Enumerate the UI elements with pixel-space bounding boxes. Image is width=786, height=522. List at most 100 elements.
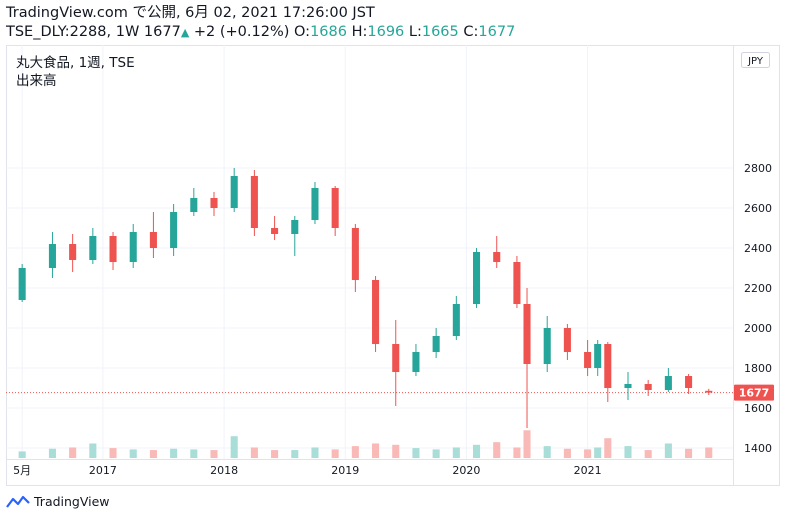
candle-body bbox=[604, 344, 612, 388]
low-label: L: bbox=[408, 24, 422, 40]
volume-bar bbox=[331, 449, 339, 458]
footer-brand[interactable]: TradingView bbox=[34, 494, 110, 509]
footer: TradingView bbox=[6, 494, 110, 509]
volume-bar bbox=[109, 448, 117, 458]
price-axis[interactable]: 1400 1600 1800 2000 2200 2400 2600 2800 bbox=[744, 162, 772, 455]
volume-bar bbox=[664, 443, 672, 458]
candle-body bbox=[372, 280, 380, 344]
x-tick-label: 2019 bbox=[331, 464, 359, 477]
y-tick-label: 2400 bbox=[744, 242, 772, 255]
volume-bar bbox=[271, 450, 279, 458]
volume-bar bbox=[432, 449, 440, 458]
close-label: C: bbox=[463, 24, 479, 40]
volume-bar bbox=[705, 447, 713, 458]
x-tick-label: 2021 bbox=[574, 464, 602, 477]
series-title: 丸大食品, 1週, TSE 出来高 bbox=[16, 54, 135, 90]
candle-body bbox=[563, 328, 571, 352]
candle-body bbox=[513, 262, 521, 304]
volume-bar bbox=[685, 448, 693, 458]
volume-bar bbox=[452, 447, 460, 458]
candle-body bbox=[644, 384, 652, 390]
y-tick-label: 1400 bbox=[744, 442, 772, 455]
volume-bar bbox=[89, 443, 97, 458]
volume-bar bbox=[543, 446, 551, 458]
y-tick-label: 1600 bbox=[744, 402, 772, 415]
currency-label: JPY bbox=[747, 56, 764, 67]
candle-body bbox=[89, 236, 97, 260]
close-value: 1677 bbox=[478, 24, 516, 40]
volume-bar bbox=[493, 442, 501, 458]
candle-body bbox=[705, 390, 713, 393]
volume-bar bbox=[513, 447, 521, 458]
volume-bar bbox=[351, 446, 359, 458]
last-value: 1677 bbox=[143, 24, 181, 40]
volume-bar bbox=[48, 448, 56, 458]
tradingview-logo-icon bbox=[6, 495, 30, 508]
up-triangle-icon: ▲ bbox=[180, 26, 190, 39]
candle-body bbox=[210, 198, 218, 208]
volume-bar bbox=[523, 430, 531, 458]
y-tick-label: 2600 bbox=[744, 202, 772, 215]
publish-line: TradingView.com で公開, 6月 02, 2021 17:26:0… bbox=[6, 5, 375, 21]
candle-body bbox=[69, 244, 77, 260]
candle-body bbox=[452, 304, 460, 336]
volume-bar bbox=[392, 444, 400, 458]
candle-body bbox=[250, 176, 258, 228]
volume-bar bbox=[412, 448, 420, 458]
candle-body bbox=[432, 336, 440, 352]
volume-bar bbox=[594, 447, 602, 458]
volume-bar bbox=[250, 447, 258, 458]
volume-bar bbox=[129, 449, 137, 458]
volume-bar bbox=[624, 446, 632, 458]
volume-bar bbox=[472, 444, 481, 458]
volume-bar bbox=[170, 448, 178, 458]
time-axis[interactable]: 5月 2017 2018 2019 2020 2021 bbox=[13, 464, 601, 477]
candle-body bbox=[170, 212, 178, 248]
low-value: 1665 bbox=[421, 24, 459, 40]
volume-bar bbox=[230, 436, 238, 458]
candle-body bbox=[523, 304, 531, 364]
candle-body bbox=[472, 252, 481, 304]
candle-body bbox=[594, 344, 602, 368]
series-name: 丸大食品, 1週, TSE bbox=[16, 55, 135, 71]
volume-bar bbox=[190, 449, 198, 458]
y-tick-label: 2800 bbox=[744, 162, 772, 175]
candle-body bbox=[584, 352, 592, 368]
candle-body bbox=[48, 244, 56, 268]
volume-bar bbox=[584, 449, 592, 458]
x-tick-label: 2018 bbox=[210, 464, 238, 477]
candle-body bbox=[392, 344, 400, 372]
open-value: 1686 bbox=[310, 24, 347, 40]
change-value: +2 (+0.12%) bbox=[193, 24, 290, 40]
candle-body bbox=[685, 376, 693, 388]
volume-bar bbox=[644, 450, 652, 458]
header: TradingView.com で公開, 6月 02, 2021 17:26:0… bbox=[6, 4, 515, 42]
candle-body bbox=[190, 198, 198, 212]
volume-bar bbox=[563, 448, 571, 458]
volume-bar bbox=[149, 450, 157, 458]
current-price-tag: 1677 bbox=[734, 384, 774, 401]
high-value: 1696 bbox=[367, 24, 405, 40]
candle-body bbox=[230, 176, 238, 208]
y-tick-label: 1800 bbox=[744, 362, 772, 375]
y-tick-label: 2200 bbox=[744, 282, 772, 295]
candle-body bbox=[664, 376, 672, 390]
volume-bars bbox=[18, 430, 713, 458]
candle-body bbox=[291, 220, 299, 234]
volume-bar bbox=[18, 451, 26, 458]
volume-bar bbox=[604, 438, 612, 458]
symbol-interval: TSE_DLY:2288, 1W bbox=[6, 24, 140, 40]
x-tick-label: 2017 bbox=[89, 464, 117, 477]
volume-bar bbox=[69, 447, 77, 458]
jpy-currency-badge[interactable]: JPY bbox=[741, 52, 770, 68]
candle-body bbox=[149, 232, 157, 248]
candle-body bbox=[412, 352, 420, 372]
volume-bar bbox=[311, 447, 319, 458]
open-label: O: bbox=[294, 24, 311, 40]
candle-body bbox=[493, 252, 501, 262]
candle-body bbox=[271, 228, 279, 234]
volume-label: 出来高 bbox=[16, 73, 57, 89]
candle-body bbox=[543, 328, 551, 364]
candles bbox=[18, 168, 713, 428]
